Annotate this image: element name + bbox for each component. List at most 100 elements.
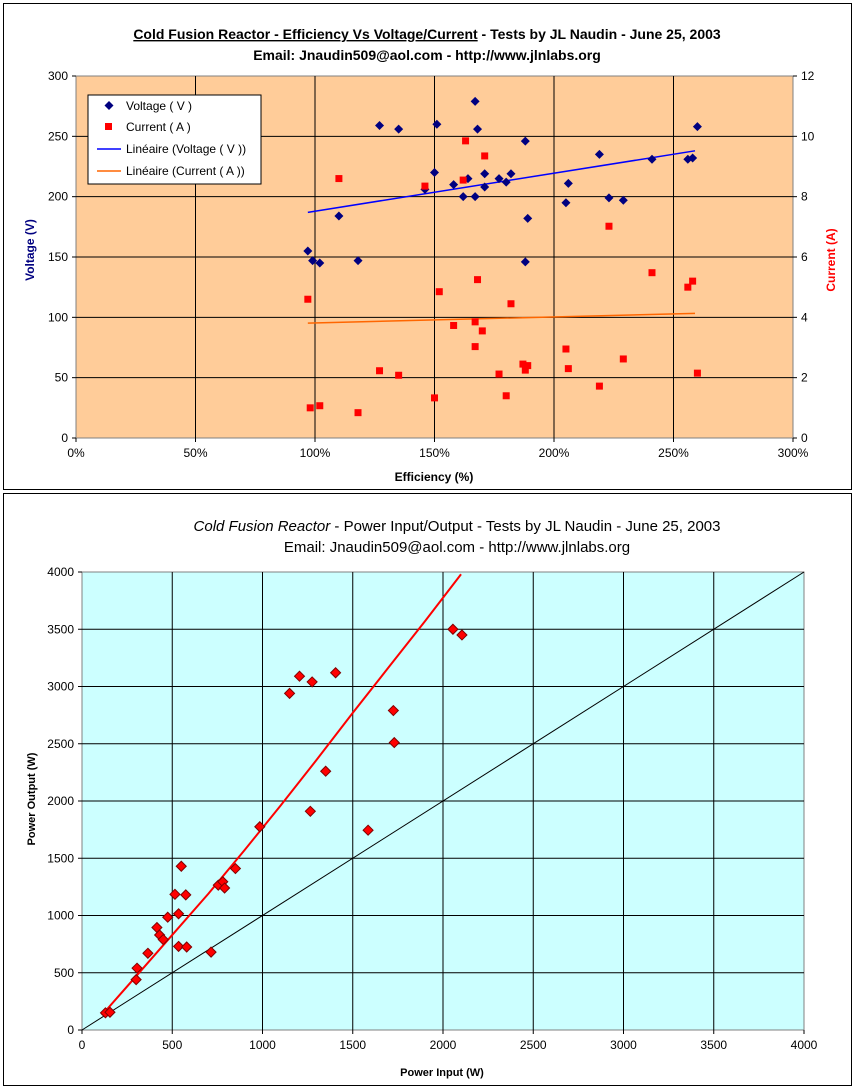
power-point <box>387 704 400 717</box>
voltage-point <box>563 178 573 188</box>
c2-title-main: Cold Fusion Reactor <box>194 518 332 535</box>
voltage-point <box>506 169 516 179</box>
c1-y-tick-label: 150 <box>48 250 68 264</box>
voltage-point <box>458 192 468 202</box>
current-point <box>619 355 627 363</box>
c2-y-ticks: 0 500 1000 1500 2000 2500 3000 3500 4000 <box>47 565 82 1037</box>
c2-y-tick-label: 1500 <box>47 851 74 865</box>
c1-x-tick-label: 150% <box>419 446 450 460</box>
current-trendline <box>307 312 696 324</box>
c2-x-tick-label: 500 <box>162 1038 182 1052</box>
current-point <box>495 370 503 378</box>
c1-y-tick-label: 50 <box>55 371 69 385</box>
legend-voltage-icon <box>104 101 114 110</box>
power-point <box>254 821 266 833</box>
power-point <box>157 933 169 946</box>
voltage-point <box>470 96 480 106</box>
current-point <box>524 362 532 370</box>
current-point <box>459 176 467 184</box>
c2-y-tick-label: 0 <box>67 1023 74 1037</box>
power-point <box>130 973 142 986</box>
c1-y-tick-label: 100 <box>48 310 68 324</box>
power-point <box>180 889 192 901</box>
legend-current-trend-label: Linéaire (Current ( A )) <box>126 164 245 178</box>
c1-points <box>303 96 702 417</box>
voltage-point <box>334 211 344 221</box>
current-point <box>306 404 314 412</box>
c1-title: Cold Fusion Reactor - Efficiency Vs Volt… <box>133 26 721 42</box>
c1-y2-tick-label: 12 <box>801 69 815 83</box>
c1-x-tick-label: 250% <box>658 446 689 460</box>
voltage-point <box>470 192 480 202</box>
voltage-point <box>430 168 439 178</box>
c2-points <box>99 623 468 1019</box>
c1-y2-tick-label: 0 <box>801 431 808 445</box>
c1-x-ticks: 0% 50% 100% 150% 200% 250% 300% <box>67 438 809 460</box>
c1-y2-tick-label: 8 <box>801 190 808 204</box>
c1-subtitle: Email: Jnaudin509@aol.com - http://www.j… <box>253 47 601 63</box>
current-point <box>474 276 482 284</box>
c1-x-axis-label: Efficiency (%) <box>395 470 474 484</box>
voltage-point <box>618 195 628 205</box>
current-point <box>421 182 429 190</box>
c1-title-rest: - Tests by JL Naudin - June 25, 2003 <box>478 26 721 42</box>
legend-voltage-label: Voltage ( V ) <box>126 99 192 113</box>
c1-y2-tick-label: 2 <box>801 371 808 385</box>
current-point <box>304 295 312 303</box>
c2-x-tick-label: 4000 <box>791 1038 818 1052</box>
power-point <box>362 824 374 836</box>
power-point <box>229 862 242 875</box>
current-point <box>478 327 486 335</box>
power-point <box>142 947 154 959</box>
efficiency-chart: Cold Fusion Reactor - Efficiency Vs Volt… <box>3 3 852 490</box>
voltage-point <box>501 177 511 187</box>
c2-x-axis-label: Power Input (W) <box>400 1067 484 1079</box>
c1-title-main: Cold Fusion Reactor - Efficiency Vs Volt… <box>133 26 478 42</box>
power-point <box>205 946 217 958</box>
c1-y2-tick-label: 10 <box>801 129 815 143</box>
voltage-point <box>692 122 702 132</box>
current-point <box>519 360 527 368</box>
current-point <box>507 300 515 308</box>
c1-x-tick-label: 0% <box>67 446 85 460</box>
power-trendline <box>101 573 462 1016</box>
current-point <box>471 318 479 326</box>
c1-x-tick-label: 100% <box>300 446 331 460</box>
c2-title: Cold Fusion Reactor - Power Input/Output… <box>194 518 721 535</box>
c1-y2-axis-label: Current (A) <box>824 228 838 291</box>
power-point <box>456 629 468 641</box>
power-point <box>306 676 318 688</box>
c2-y-axis-label: Power Output (W) <box>26 752 38 845</box>
c1-y-tick-label: 200 <box>48 190 68 204</box>
current-point <box>335 175 343 183</box>
voltage-point <box>303 246 313 256</box>
voltage-trendline <box>307 150 696 214</box>
current-point <box>450 321 458 329</box>
current-point <box>648 269 656 277</box>
c2-x-tick-label: 3500 <box>700 1038 727 1052</box>
current-point <box>564 365 572 373</box>
c1-y-ticks: 0 50 100 150 200 250 300 <box>48 69 76 445</box>
current-point <box>595 382 603 390</box>
power-point <box>169 888 181 901</box>
voltage-point <box>647 154 657 164</box>
power-point <box>283 687 296 700</box>
c2-x-tick-label: 0 <box>79 1038 86 1052</box>
current-point <box>562 345 570 353</box>
voltage-point <box>688 153 698 163</box>
voltage-point <box>494 174 504 184</box>
c2-gridlines <box>82 572 804 1030</box>
voltage-point <box>523 213 533 223</box>
voltage-point <box>594 149 604 159</box>
legend-current-label: Current ( A ) <box>126 120 191 134</box>
power-chart-svg: Cold Fusion Reactor - Power Input/Output… <box>26 518 818 1079</box>
c1-legend: Voltage ( V ) Current ( A ) Linéaire (Vo… <box>87 94 262 185</box>
voltage-point <box>308 256 318 266</box>
c1-y2-tick-label: 6 <box>801 250 808 264</box>
c2-x-tick-label: 1000 <box>249 1038 276 1052</box>
power-point <box>319 765 332 777</box>
power-point <box>447 623 459 635</box>
voltage-point <box>315 258 325 268</box>
current-point <box>605 222 613 230</box>
power-point <box>388 736 400 749</box>
